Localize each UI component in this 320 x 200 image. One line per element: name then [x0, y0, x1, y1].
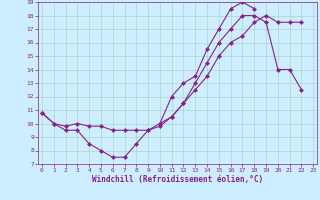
X-axis label: Windchill (Refroidissement éolien,°C): Windchill (Refroidissement éolien,°C): [92, 175, 263, 184]
